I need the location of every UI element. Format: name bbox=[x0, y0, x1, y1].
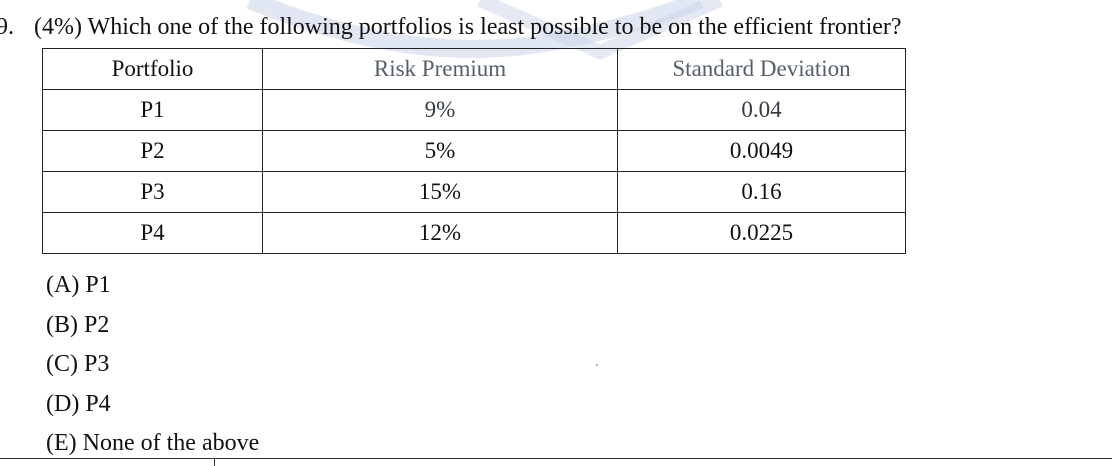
header-portfolio: Portfolio bbox=[42, 48, 263, 90]
cell-portfolio: P2 bbox=[42, 130, 263, 172]
cell-standard-deviation: 0.16 bbox=[617, 171, 906, 213]
option-d: (D) P4 bbox=[46, 390, 111, 417]
table-row: P2 5% 0.0049 bbox=[42, 130, 906, 172]
cell-portfolio: P4 bbox=[42, 212, 263, 254]
scan-speck bbox=[596, 364, 598, 366]
header-risk-premium: Risk Premium bbox=[262, 48, 618, 90]
cell-risk-premium: 9% bbox=[262, 89, 618, 131]
table-header-row: Portfolio Risk Premium Standard Deviatio… bbox=[42, 48, 906, 90]
question-prompt: (4%) Which one of the following portfoli… bbox=[34, 14, 902, 40]
cell-portfolio: P1 bbox=[42, 89, 263, 131]
cell-standard-deviation: 0.0049 bbox=[617, 130, 906, 172]
cell-standard-deviation: 0.04 bbox=[617, 89, 906, 131]
option-e: (E) None of the above bbox=[46, 430, 260, 456]
cell-standard-deviation: 0.0225 bbox=[617, 212, 906, 254]
option-c: (C) P3 bbox=[46, 351, 110, 377]
header-standard-deviation: Standard Deviation bbox=[617, 48, 906, 90]
option-b: (B) P2 bbox=[46, 311, 110, 338]
question-text: 9. (4%) Which one of the following portfo… bbox=[0, 12, 902, 42]
cell-risk-premium: 5% bbox=[262, 130, 618, 172]
table-row: P3 15% 0.16 bbox=[42, 171, 906, 213]
cell-risk-premium: 12% bbox=[262, 212, 618, 254]
portfolio-table: Portfolio Risk Premium Standard Deviatio… bbox=[42, 48, 906, 254]
answer-options: (A) P1 (B) P2 (C) P3 (D) P4 (E) None of … bbox=[46, 266, 259, 464]
bottom-divider bbox=[0, 458, 1112, 459]
cell-risk-premium: 15% bbox=[262, 171, 618, 213]
option-a: (A) P1 bbox=[46, 272, 111, 298]
question-number: 9. bbox=[0, 14, 14, 40]
table-row: P1 9% 0.04 bbox=[42, 89, 906, 131]
cell-portfolio: P3 bbox=[42, 171, 263, 213]
bottom-divider-tick bbox=[214, 458, 215, 466]
table-row: P4 12% 0.0225 bbox=[42, 212, 906, 254]
